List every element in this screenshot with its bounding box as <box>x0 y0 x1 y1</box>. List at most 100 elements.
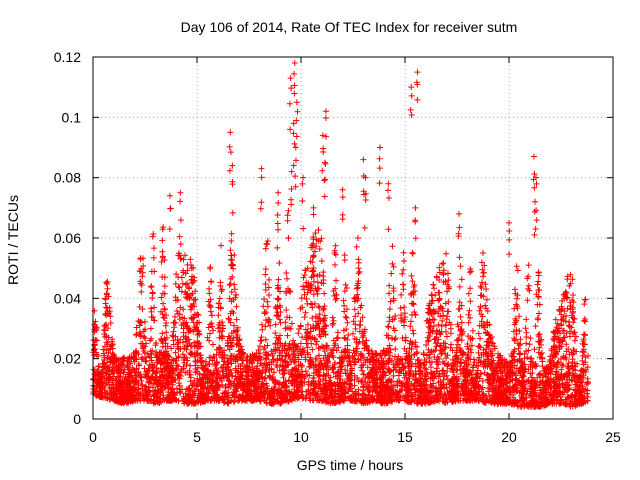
data-point <box>437 313 444 320</box>
data-point <box>465 388 472 395</box>
data-point <box>330 337 337 344</box>
data-point <box>429 297 436 304</box>
data-point <box>359 352 366 359</box>
data-point <box>161 306 168 313</box>
data-point <box>109 336 116 343</box>
data-point <box>302 309 309 316</box>
data-point <box>444 388 451 395</box>
data-point <box>283 270 290 277</box>
data-point <box>449 347 456 354</box>
data-point <box>459 386 466 393</box>
data-point <box>563 312 570 319</box>
data-point <box>355 295 362 302</box>
data-point <box>259 326 266 333</box>
data-point <box>115 388 122 395</box>
data-point <box>264 382 271 389</box>
data-point <box>162 343 169 350</box>
data-point <box>367 370 374 377</box>
data-point <box>171 313 178 320</box>
data-point <box>273 390 280 397</box>
data-point <box>435 321 442 328</box>
data-point <box>583 390 590 397</box>
data-point <box>440 312 447 319</box>
data-point <box>133 331 140 338</box>
data-point <box>467 268 474 275</box>
data-point <box>410 330 417 337</box>
data-point <box>519 401 526 408</box>
data-point <box>553 324 560 331</box>
data-point <box>467 336 474 343</box>
data-point <box>138 374 145 381</box>
data-point <box>175 398 182 405</box>
data-point <box>465 311 472 318</box>
data-point <box>205 324 212 331</box>
data-point <box>262 271 269 278</box>
data-point <box>412 311 419 318</box>
data-point <box>377 365 384 372</box>
data-point <box>535 310 542 317</box>
data-point <box>332 390 339 397</box>
data-point <box>307 392 314 399</box>
data-point <box>215 325 222 332</box>
data-point <box>440 270 447 277</box>
data-point <box>315 384 322 391</box>
data-point <box>559 389 566 396</box>
data-point <box>504 361 511 368</box>
data-point <box>341 288 348 295</box>
data-point <box>427 364 434 371</box>
data-point <box>102 322 109 329</box>
data-point <box>491 387 498 394</box>
data-point <box>425 329 432 336</box>
data-point <box>242 369 249 376</box>
data-point <box>268 387 275 394</box>
data-point <box>355 256 362 263</box>
data-point <box>334 334 341 341</box>
data-point <box>206 354 213 361</box>
data-point <box>208 397 215 404</box>
data-point <box>343 314 350 321</box>
data-point <box>487 373 494 380</box>
data-point <box>581 301 588 308</box>
data-point <box>313 341 320 348</box>
data-point <box>244 373 251 380</box>
data-point <box>104 395 111 402</box>
data-point <box>149 361 156 368</box>
data-point <box>261 397 268 404</box>
data-point <box>163 359 170 366</box>
data-point <box>225 315 232 322</box>
data-point <box>282 378 289 385</box>
data-point <box>424 338 431 345</box>
data-point <box>355 265 362 272</box>
data-point <box>274 220 281 227</box>
data-point <box>277 319 284 326</box>
data-point <box>248 360 255 367</box>
data-point <box>385 324 392 331</box>
data-point <box>141 318 148 325</box>
data-point <box>285 235 292 242</box>
data-point <box>403 350 410 357</box>
data-point <box>358 362 365 369</box>
data-point <box>503 380 510 387</box>
data-point <box>455 306 462 313</box>
data-point <box>341 353 348 360</box>
data-point <box>363 337 370 344</box>
data-point <box>230 310 237 317</box>
data-point <box>463 372 470 379</box>
data-point <box>200 385 207 392</box>
data-point <box>215 300 222 307</box>
data-point <box>194 350 201 357</box>
data-point <box>310 264 317 271</box>
data-point <box>99 372 106 379</box>
data-point <box>392 346 399 353</box>
data-point <box>383 332 390 339</box>
data-point <box>166 373 173 380</box>
data-point <box>313 355 320 362</box>
data-point <box>443 354 450 361</box>
data-point <box>139 354 145 361</box>
data-point <box>304 349 311 356</box>
data-point <box>288 367 295 374</box>
data-point <box>444 361 451 368</box>
data-point <box>175 372 182 379</box>
data-point <box>214 383 221 390</box>
data-point <box>476 354 483 361</box>
